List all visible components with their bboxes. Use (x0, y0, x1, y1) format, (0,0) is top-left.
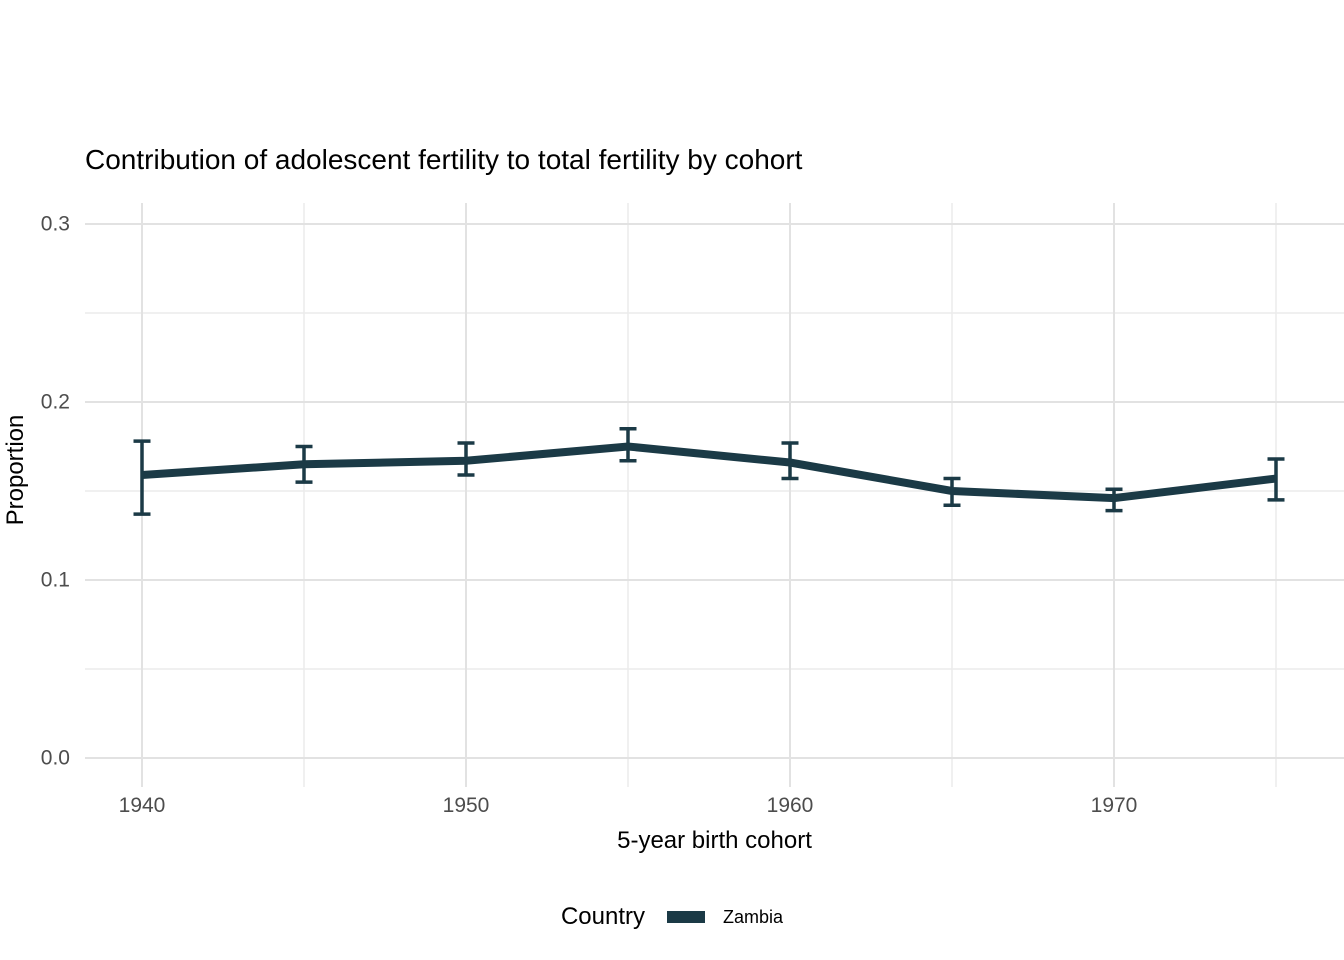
chart-title: Contribution of adolescent fertility to … (85, 144, 803, 175)
x-tick-label: 1960 (767, 794, 814, 817)
y-tick-label: 0.0 (41, 747, 70, 770)
x-tick-label: 1950 (443, 794, 490, 817)
trend-line-zambia (141, 442, 1277, 503)
x-tick-label: 1940 (119, 794, 166, 817)
y-tick-label: 0.1 (41, 569, 70, 592)
legend-label-zambia: Zambia (723, 906, 784, 927)
legend-key-zambia (667, 911, 705, 923)
y-tick-label: 0.3 (41, 213, 70, 236)
y-tick-label: 0.2 (41, 391, 70, 414)
legend-title: Country (560, 903, 645, 930)
y-axis-title: Proportion (2, 414, 29, 526)
legend: Country Zambia (0, 903, 1344, 931)
x-axis-title: 5-year birth cohort (617, 827, 812, 854)
x-tick-label: 1970 (1091, 794, 1138, 817)
